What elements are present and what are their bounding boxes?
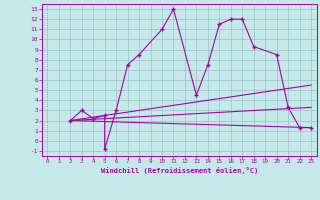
- X-axis label: Windchill (Refroidissement éolien,°C): Windchill (Refroidissement éolien,°C): [100, 167, 258, 174]
